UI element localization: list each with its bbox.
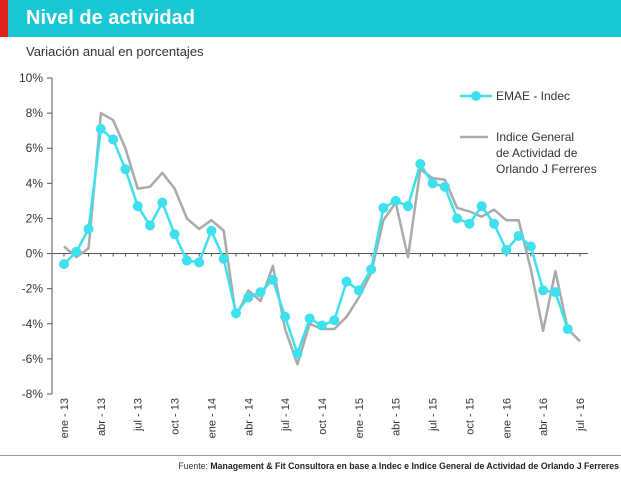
x-tick-label: oct - 15 (464, 398, 476, 435)
x-tick-label: ene - 13 (59, 398, 71, 438)
y-tick-label: 8% (26, 106, 44, 120)
legend-label-ferreres: Indice General (496, 130, 574, 144)
data-point-emae (329, 315, 340, 326)
data-point-emae (464, 218, 475, 229)
chart-subtitle: Variación anual en porcentajes (26, 44, 204, 59)
data-point-emae (169, 229, 180, 240)
data-point-emae (243, 292, 254, 303)
data-point-emae (120, 164, 131, 175)
y-tick-label: 2% (26, 211, 44, 225)
y-tick-label: 4% (26, 176, 44, 190)
data-point-emae (341, 276, 352, 287)
data-point-emae (501, 245, 512, 256)
line-chart: -8% -6% -4% -2% 0% 2% 4% 6% 8% 10% ene - 13 abr - 1… (19, 71, 597, 438)
x-tick-label: ene - 14 (206, 398, 218, 438)
data-point-emae (489, 218, 499, 229)
y-tick-label: -8% (22, 387, 44, 401)
data-point-emae (267, 274, 278, 285)
data-point-emae (476, 201, 487, 212)
x-tick-label: oct - 13 (170, 398, 182, 435)
legend-label-ferreres: Orlando J Ferreres (496, 162, 597, 176)
data-point-emae (452, 213, 463, 224)
source-text: Management & Fit Consultora en base a In… (210, 461, 619, 472)
data-point-emae (513, 231, 524, 241)
x-tick-label: jul - 14 (280, 398, 292, 432)
y-tick-label: -4% (22, 317, 44, 331)
x-tick-label: jul - 15 (428, 398, 440, 432)
y-tick-label: -6% (22, 352, 44, 366)
legend-label-emae: EMAE - Indec (496, 89, 570, 103)
x-tick-label: jul - 13 (133, 398, 145, 432)
data-point-emae (415, 159, 426, 170)
data-point-emae (194, 257, 205, 268)
data-point-emae (353, 285, 364, 296)
data-point-emae (390, 195, 401, 206)
data-point-emae (366, 264, 377, 275)
x-tick-label: abr - 15 (391, 398, 403, 436)
data-point-emae (231, 308, 241, 319)
header-accent (0, 0, 8, 37)
data-point-emae (181, 255, 192, 266)
legend-marker-emae (471, 91, 481, 101)
header-bar (0, 0, 621, 37)
data-point-emae (562, 324, 573, 335)
data-point-emae (317, 320, 327, 331)
data-point-emae (157, 197, 168, 208)
x-tick-label: abr - 14 (243, 398, 255, 436)
x-tick-label: oct - 14 (317, 398, 329, 435)
y-tick-label: 10% (19, 71, 43, 85)
data-point-emae (83, 223, 94, 234)
data-point-emae (132, 201, 143, 212)
data-point-emae (218, 253, 229, 264)
footer-divider (0, 455, 621, 456)
x-tick-label: abr - 13 (96, 398, 108, 436)
source-prefix: Fuente: (178, 461, 208, 472)
data-point-emae (378, 202, 389, 213)
source-footer: Fuente: Management & Fit Consultora en b… (178, 461, 619, 472)
data-point-emae (439, 181, 450, 192)
data-point-emae (95, 123, 106, 134)
data-point-emae (525, 241, 536, 252)
data-point-emae (280, 311, 291, 322)
data-point-emae (538, 285, 549, 296)
data-point-emae (292, 348, 303, 359)
x-tick-label: ene - 16 (501, 398, 513, 438)
data-point-emae (145, 220, 155, 231)
data-point-emae (550, 287, 561, 298)
x-tick-label: ene - 15 (354, 398, 366, 438)
y-tick-label: -2% (22, 282, 44, 296)
y-tick-label: 0% (26, 247, 44, 261)
y-tick-label: 6% (26, 141, 44, 155)
data-point-emae (427, 178, 438, 189)
x-tick-label: abr - 16 (538, 398, 550, 436)
x-tick-label: jul - 16 (575, 398, 587, 432)
series-line-emae (63, 127, 569, 355)
data-point-emae (304, 313, 315, 324)
page-title: Nivel de actividad (26, 7, 195, 29)
data-point-emae (71, 246, 82, 257)
legend-label-ferreres: de Actividad de (496, 146, 578, 160)
data-point-emae (255, 287, 266, 298)
data-point-emae (206, 225, 217, 236)
data-point-emae (108, 134, 119, 145)
data-point-emae (59, 259, 69, 270)
data-point-emae (403, 201, 413, 212)
